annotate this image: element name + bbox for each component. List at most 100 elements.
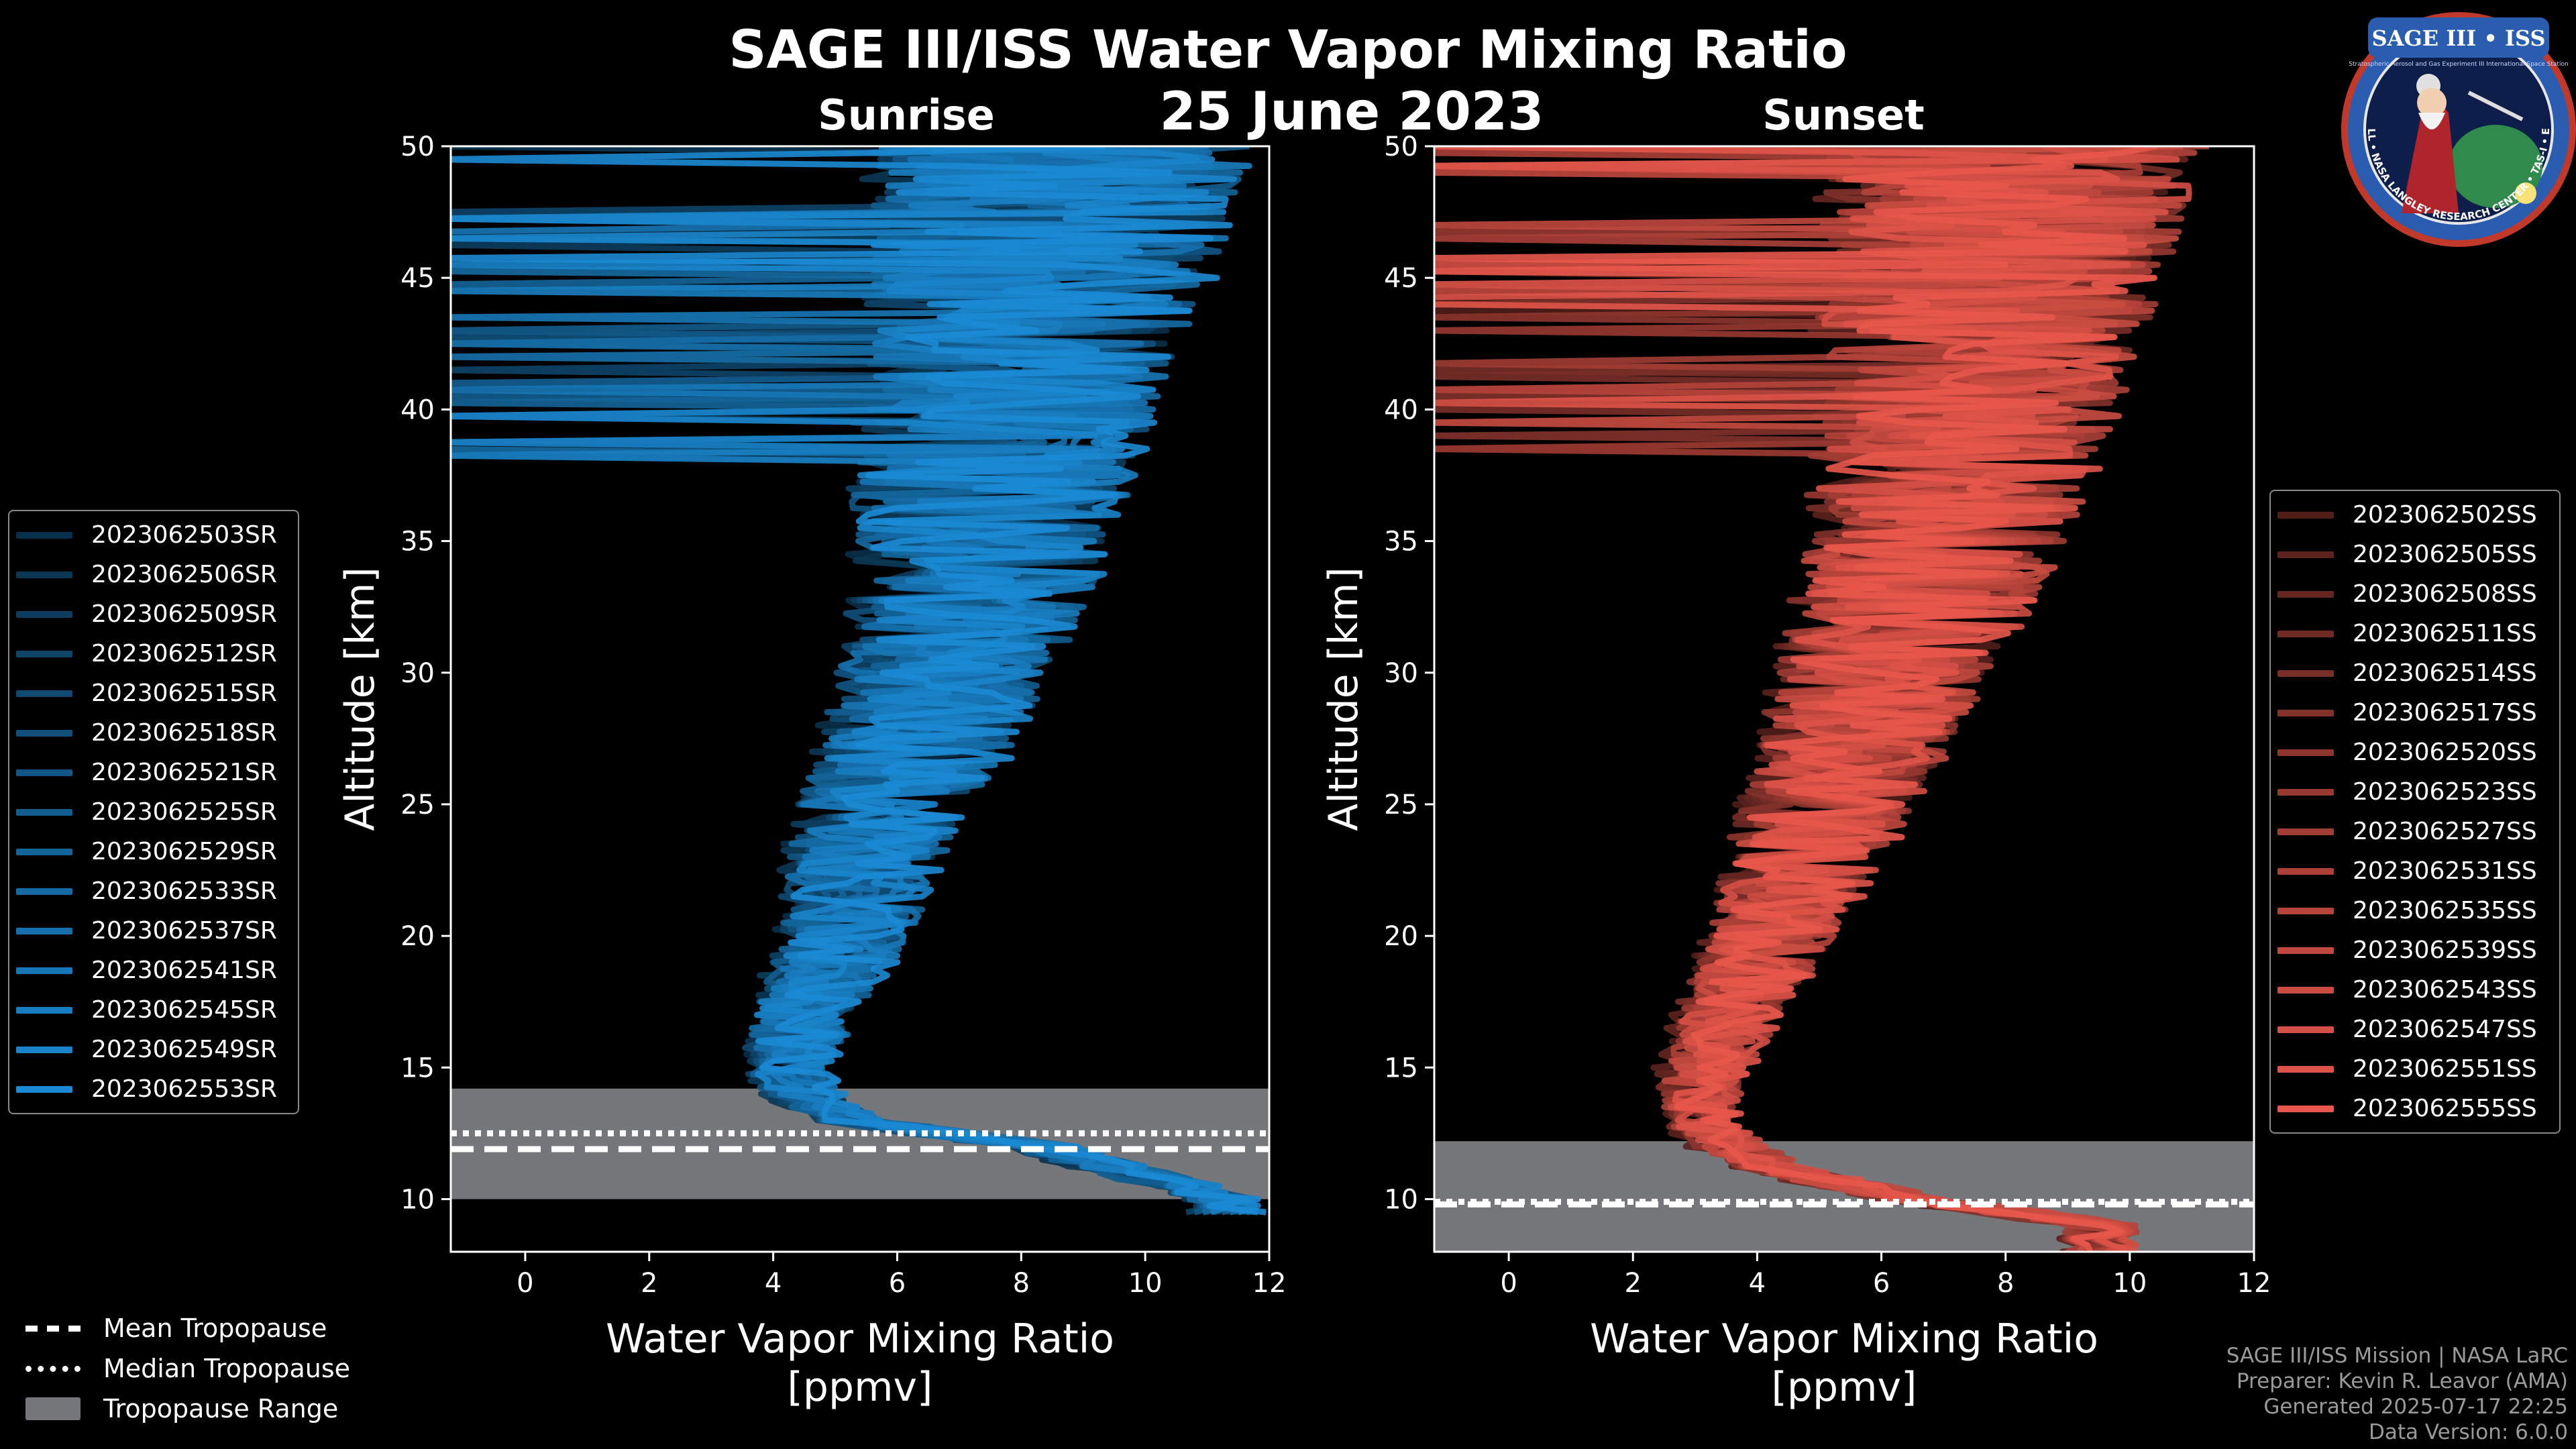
sunset-subtitle: Sunset [1762,91,1925,140]
sunrise-legend-item: 2023062545SR [16,990,291,1030]
sunrise-legend-item: 2023062518SR [16,713,291,753]
sunrise-legend-item: 2023062537SR [16,911,291,951]
sunrise-ytick-label: 20 [400,921,435,952]
sunrise-plot-frame [449,145,1271,1253]
sunrise-legend-label: 2023062541SR [91,957,277,984]
sunrise-legend-label: 2023062503SR [91,521,277,549]
sunrise-legend-swatch [16,967,72,974]
sunset-legend-label: 2023062520SS [2353,739,2537,766]
sunrise-legend-swatch [16,729,72,737]
sunset-legend-label: 2023062539SS [2353,936,2537,964]
sunrise-legend-item: 2023062541SR [16,951,291,990]
median-tropopause-swatch [25,1365,80,1372]
sunrise-legend-swatch [16,610,72,618]
sunrise-xtick-label: 8 [1013,1268,1030,1299]
sunset-xlabel-line: [ppmv] [1772,1364,1917,1411]
sunrise-legend-swatch [16,571,72,578]
sunset-legend-item: 2023062502SS [2277,495,2553,535]
sunset-ytick-label: 10 [1384,1185,1418,1216]
sunset-legend-swatch [2277,1105,2334,1112]
sunrise-legend-item: 2023062509SR [16,594,291,634]
sunset-legend: 2023062502SS 2023062505SS 2023062508SS 2023… [2269,490,2561,1134]
sunset-legend-label: 2023062531SS [2353,857,2537,885]
mean-tropopause-label: Mean Tropopause [103,1313,327,1343]
sunrise-ytick-label: 25 [400,790,435,820]
sunrise-ytick-label: 35 [400,527,435,557]
sunset-legend-swatch [2277,788,2334,796]
sunset-legend-label: 2023062514SS [2353,659,2537,687]
sunset-ytick-label: 45 [1384,263,1418,294]
sunset-legend-label: 2023062527SS [2353,818,2537,845]
footer-generated: Generated 2025-07-17 22:25 [2263,1395,2568,1419]
sunset-legend-swatch [2277,630,2334,637]
sunset-ytick-label: 35 [1384,527,1418,557]
legend-median-tropopause: Median Tropopause [25,1348,350,1389]
sunset-legend-item: 2023062547SS [2277,1010,2553,1049]
sunrise-ytick-label: 30 [400,658,435,689]
sunrise-legend-label: 2023062509SR [91,600,277,628]
sunrise-legend-item: 2023062553SR [16,1069,291,1109]
sunset-legend-item: 2023062517SS [2277,693,2553,733]
sunrise-xtick-label: 2 [641,1268,657,1299]
tropopause-legend: Mean Tropopause Median Tropopause Tropop… [25,1308,350,1429]
legend-mean-tropopause: Mean Tropopause [25,1308,350,1348]
sunrise-ytick-label: 40 [400,394,435,425]
sunrise-legend-label: 2023062521SR [91,759,277,786]
sunrise-legend-swatch [16,1046,72,1053]
sunrise-legend-label: 2023062529SR [91,838,277,865]
sunrise-legend-swatch [16,808,72,816]
sunset-legend-item: 2023062505SS [2277,535,2553,574]
sunset-ytick-label: 50 [1384,131,1418,162]
sunset-legend-label: 2023062505SS [2353,541,2537,568]
sunset-legend-swatch [2277,709,2334,716]
logo-name: SAGE III • ISS [2372,25,2546,51]
sunset-legend-label: 2023062508SS [2353,580,2537,608]
sunset-legend-swatch [2277,749,2334,756]
sunrise-legend-swatch [16,927,72,934]
sunset-legend-item: 2023062543SS [2277,970,2553,1010]
sunrise-profile-2023062553SR [451,146,1267,1216]
sunrise-legend-swatch [16,888,72,895]
sunrise-legend-label: 2023062525SR [91,798,277,826]
sunset-legend-swatch [2277,590,2334,598]
sunset-legend-item: 2023062527SS [2277,812,2553,851]
sunset-ytick-label: 40 [1384,394,1418,425]
sunset-ytick-label: 30 [1384,658,1418,689]
sunset-legend-label: 2023062535SS [2353,897,2537,924]
sunset-legend-swatch [2277,1065,2334,1073]
sunset-legend-label: 2023062547SS [2353,1016,2537,1043]
tropopause-range-label: Tropopause Range [103,1394,339,1424]
sunrise-legend-item: 2023062549SR [16,1030,291,1069]
sunrise-legend-swatch [16,769,72,776]
legend-tropopause-range: Tropopause Range [25,1389,350,1429]
sunset-ytick-label: 25 [1384,790,1418,820]
sunrise-legend-swatch [16,1085,72,1093]
sunset-legend-item: 2023062511SS [2277,614,2553,653]
sunset-profile-2023062555SS [1434,146,2158,1252]
sunrise-xtick-label: 0 [517,1268,533,1299]
sunset-xtick-label: 8 [1997,1268,2014,1299]
sunrise-xlabel-line: Water Vapor Mixing Ratio [606,1316,1114,1362]
sunrise-legend-label: 2023062545SR [91,996,277,1024]
sunrise-legend-swatch [16,1006,72,1014]
sunset-legend-swatch [2277,828,2334,835]
tropopause-range-swatch [25,1397,80,1420]
sunrise-legend-label: 2023062512SR [91,640,277,667]
sage-iii-iss-logo: SAGE III • ISS Stratospheric Aerosol and… [2341,12,2576,247]
median-tropopause-label: Median Tropopause [103,1354,350,1383]
sunrise-legend-label: 2023062537SR [91,917,277,945]
chart-date: 25 June 2023 [1159,82,1544,142]
sunrise-legend-swatch [16,848,72,855]
sunrise-subtitle: Sunrise [818,91,995,140]
footer-version: Data Version: 6.0.0 [2368,1420,2568,1444]
sunrise-legend-item: 2023062529SR [16,832,291,871]
sunset-legend-item: 2023062514SS [2277,653,2553,693]
footer-preparer: Preparer: Kevin R. Leavor (AMA) [2236,1369,2568,1393]
sunset-legend-label: 2023062523SS [2353,778,2537,806]
sunset-legend-item: 2023062551SS [2277,1049,2553,1089]
sunset-ylabel: Altitude [km] [1320,567,1367,831]
sunset-legend-item: 2023062535SS [2277,891,2553,930]
sunset-ytick-label: 20 [1384,921,1418,952]
mean-tropopause-swatch [25,1325,80,1332]
